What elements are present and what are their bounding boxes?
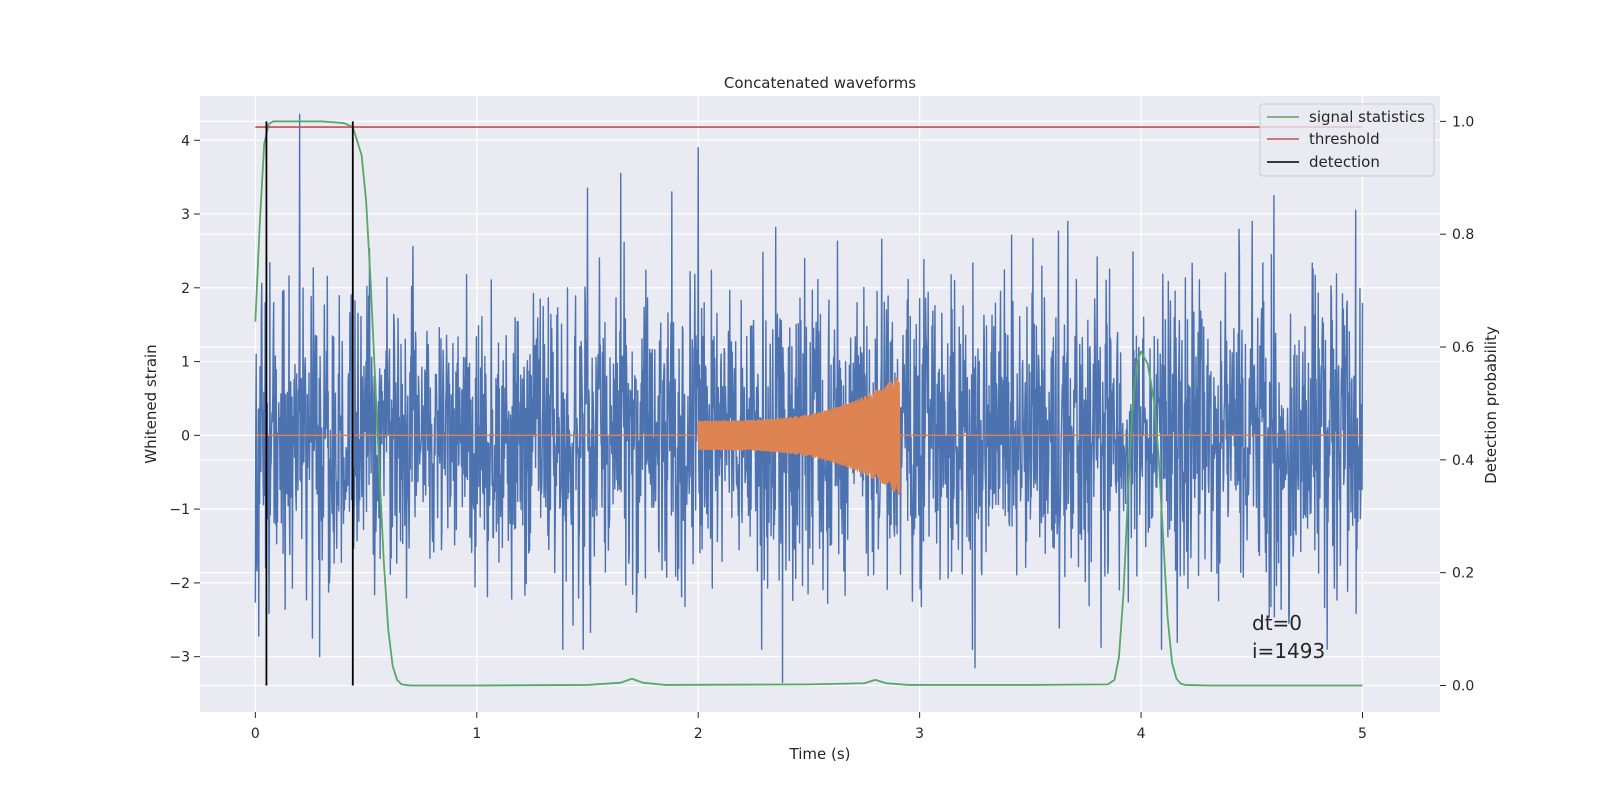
- annotation-iteration: i=1493: [1252, 639, 1325, 663]
- x-tick-label-1: 1: [472, 726, 481, 742]
- y-tick-label-7: 4: [181, 133, 190, 149]
- y-axis-label: Whitened strain: [142, 344, 160, 463]
- x-axis-label: Time (s): [789, 745, 851, 763]
- y2-tick-label-1: 0.2: [1452, 566, 1474, 582]
- y-tick-label-0: −3: [169, 650, 190, 666]
- x-axis-ticks: 0 1 2 3 4 5: [251, 712, 1367, 742]
- x-tick-label-2: 2: [694, 726, 703, 742]
- x-tick-label-5: 5: [1358, 726, 1367, 742]
- y-tick-label-2: −1: [169, 502, 190, 518]
- y2-tick-label-2: 0.4: [1452, 453, 1474, 469]
- x-tick-label-0: 0: [251, 726, 260, 742]
- legend-threshold-label: threshold: [1309, 130, 1380, 148]
- y2-tick-label-4: 0.8: [1452, 227, 1474, 243]
- y-axis-ticks: −3 −2 −1 0 1 2 3 4: [169, 133, 200, 666]
- y-tick-label-4: 1: [181, 355, 190, 371]
- plot-series: [254, 113, 1364, 687]
- y-tick-label-1: −2: [169, 576, 190, 592]
- y2-tick-label-3: 0.6: [1452, 340, 1474, 356]
- y2-axis-label: Detection probability: [1482, 326, 1500, 484]
- chart-title: Concatenated waveforms: [724, 74, 916, 92]
- y2-axis-ticks: 0.0 0.2 0.4 0.6 0.8 1.0: [1440, 114, 1474, 694]
- x-tick-label-4: 4: [1137, 726, 1146, 742]
- y-tick-label-3: 0: [181, 428, 190, 444]
- series-injected-chirp: [255, 377, 1363, 496]
- series-signal-statistics: [254, 120, 1363, 687]
- y-tick-label-5: 2: [181, 281, 190, 297]
- y2-tick-label-0: 0.0: [1452, 678, 1474, 694]
- annotation-dt: dt=0: [1252, 611, 1302, 635]
- y2-tick-label-5: 1.0: [1452, 114, 1474, 130]
- legend-detection-label: detection: [1309, 153, 1380, 171]
- legend-signal-statistics-label: signal statistics: [1309, 108, 1425, 126]
- legend: signal statistics threshold detection: [1259, 103, 1435, 177]
- legend-box: [1259, 103, 1435, 177]
- x-tick-label-3: 3: [915, 726, 924, 742]
- y-tick-label-6: 3: [181, 207, 190, 223]
